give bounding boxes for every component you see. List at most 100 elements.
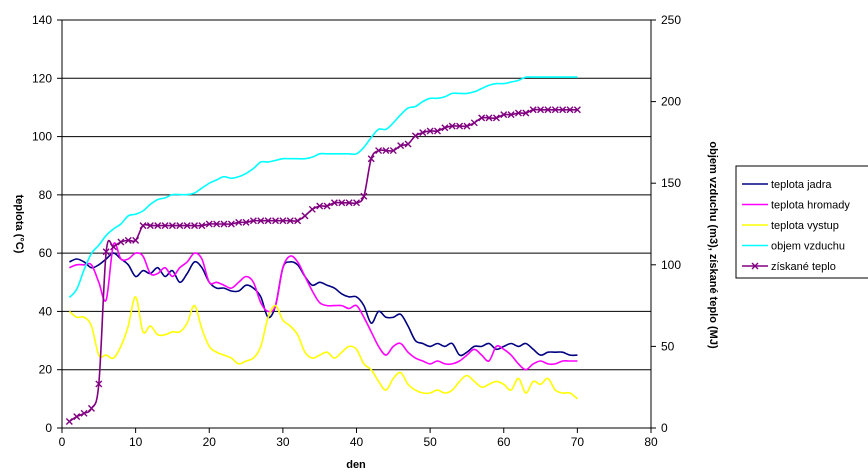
series-marker-4 bbox=[146, 222, 154, 230]
left-tick-label: 140 bbox=[32, 13, 52, 27]
series-marker-4 bbox=[537, 106, 545, 114]
series-marker-4 bbox=[249, 217, 257, 225]
left-tick-label: 80 bbox=[39, 188, 53, 202]
series-line-1 bbox=[69, 242, 578, 371]
series-marker-4 bbox=[360, 192, 368, 200]
legend-marker-4 bbox=[751, 262, 759, 270]
series-marker-4 bbox=[198, 222, 206, 230]
x-tick-label: 0 bbox=[59, 435, 66, 449]
series-line-4 bbox=[68, 108, 578, 423]
series-marker-4 bbox=[168, 222, 176, 230]
series-marker-4 bbox=[161, 222, 169, 230]
legend-label-4: získané teplo bbox=[771, 261, 836, 273]
legend-label-0: teplota jadra bbox=[771, 179, 832, 191]
series-marker-4 bbox=[257, 217, 265, 225]
x-axis-ticks: 0 10 20 30 40 50 60 70 80 bbox=[59, 428, 658, 449]
left-tick-label: 20 bbox=[39, 363, 53, 377]
series-marker-4 bbox=[73, 413, 81, 421]
series-marker-4 bbox=[117, 238, 125, 246]
left-tick-label: 0 bbox=[45, 421, 52, 435]
series-marker-4 bbox=[529, 106, 537, 114]
left-tick-label: 120 bbox=[32, 71, 52, 85]
series-marker-4 bbox=[154, 222, 162, 230]
series-marker-4 bbox=[176, 222, 184, 230]
right-axis-ticks: 0 50 100 150 200 250 bbox=[651, 13, 681, 435]
y2-axis-label: objem vzduchu (m3), získané teplo (MJ) bbox=[707, 141, 719, 349]
series-marker-4 bbox=[566, 106, 574, 114]
series-line-3 bbox=[68, 76, 578, 298]
series-marker-4 bbox=[411, 132, 419, 140]
series-marker-4 bbox=[316, 202, 324, 210]
series-marker-4 bbox=[485, 114, 493, 122]
series-marker-4 bbox=[286, 217, 294, 225]
series-marker-4 bbox=[65, 417, 73, 425]
legend-label-1: teplota hromady bbox=[771, 200, 850, 212]
series-marker-4 bbox=[139, 222, 147, 230]
x-tick-label: 50 bbox=[423, 435, 437, 449]
series-marker-4 bbox=[514, 109, 522, 117]
legend-label-3: objem vzduchu bbox=[771, 241, 845, 253]
plot-area-border bbox=[61, 19, 652, 429]
series-marker-4 bbox=[559, 106, 567, 114]
series-marker-4 bbox=[272, 217, 280, 225]
series-marker-4 bbox=[132, 236, 140, 244]
series-marker-4 bbox=[102, 248, 110, 256]
series-marker-4 bbox=[205, 220, 213, 228]
series-marker-4 bbox=[397, 142, 405, 150]
y-axis-label: teplota (°C) bbox=[13, 195, 25, 254]
series-marker-4 bbox=[220, 220, 228, 228]
series-marker-4 bbox=[110, 243, 118, 251]
series-marker-4 bbox=[345, 199, 353, 207]
series-marker-4 bbox=[279, 217, 287, 225]
series-marker-4 bbox=[478, 114, 486, 122]
right-tick-label: 50 bbox=[661, 339, 675, 353]
series-marker-4 bbox=[242, 218, 250, 226]
series-marker-4 bbox=[330, 199, 338, 207]
series-marker-4 bbox=[95, 380, 103, 388]
series-marker-4 bbox=[456, 122, 464, 130]
series-marker-4 bbox=[323, 202, 331, 210]
series-marker-4 bbox=[353, 199, 360, 207]
right-tick-label: 0 bbox=[661, 421, 668, 435]
series-marker-4 bbox=[573, 106, 581, 114]
x-tick-label: 10 bbox=[129, 435, 143, 449]
gridlines bbox=[62, 77, 651, 371]
series-marker-4 bbox=[441, 124, 449, 132]
left-tick-label: 100 bbox=[32, 130, 52, 144]
series-marker-4 bbox=[544, 106, 552, 114]
series-line-0 bbox=[69, 252, 578, 357]
series-marker-4 bbox=[492, 114, 500, 122]
x-tick-label: 20 bbox=[203, 435, 217, 449]
left-tick-label: 40 bbox=[39, 304, 53, 318]
series-marker-4 bbox=[470, 119, 478, 127]
series-marker-4 bbox=[404, 140, 412, 148]
series-marker-4 bbox=[507, 111, 515, 119]
legend-label-2: teplota vystup bbox=[771, 220, 839, 232]
series-marker-4 bbox=[294, 217, 302, 225]
series-marker-4 bbox=[227, 220, 235, 228]
x-tick-label: 70 bbox=[571, 435, 585, 449]
series-marker-4 bbox=[235, 218, 243, 226]
x-tick-label: 60 bbox=[497, 435, 511, 449]
series-marker-4 bbox=[124, 236, 132, 244]
series-marker-4 bbox=[183, 222, 191, 230]
x-tick-label: 30 bbox=[276, 435, 290, 449]
right-tick-label: 250 bbox=[661, 13, 681, 27]
legend: teplota jadra teplota hromady teplota vyst… bbox=[735, 165, 868, 279]
series-marker-4 bbox=[367, 155, 375, 163]
series-marker-4 bbox=[301, 212, 309, 220]
right-tick-label: 150 bbox=[661, 176, 681, 190]
series-marker-4 bbox=[213, 220, 221, 228]
series-marker-4 bbox=[308, 205, 316, 213]
series-lines bbox=[65, 76, 581, 425]
right-tick-label: 100 bbox=[661, 258, 681, 272]
series-marker-4 bbox=[448, 122, 456, 130]
series-marker-4 bbox=[80, 409, 88, 417]
series-marker-4 bbox=[264, 217, 272, 225]
series-marker-4 bbox=[500, 111, 508, 119]
right-tick-label: 200 bbox=[661, 95, 681, 109]
series-line-2 bbox=[68, 296, 578, 400]
series-marker-4 bbox=[522, 109, 530, 117]
series-marker-4 bbox=[382, 147, 390, 155]
left-tick-label: 60 bbox=[39, 246, 53, 260]
